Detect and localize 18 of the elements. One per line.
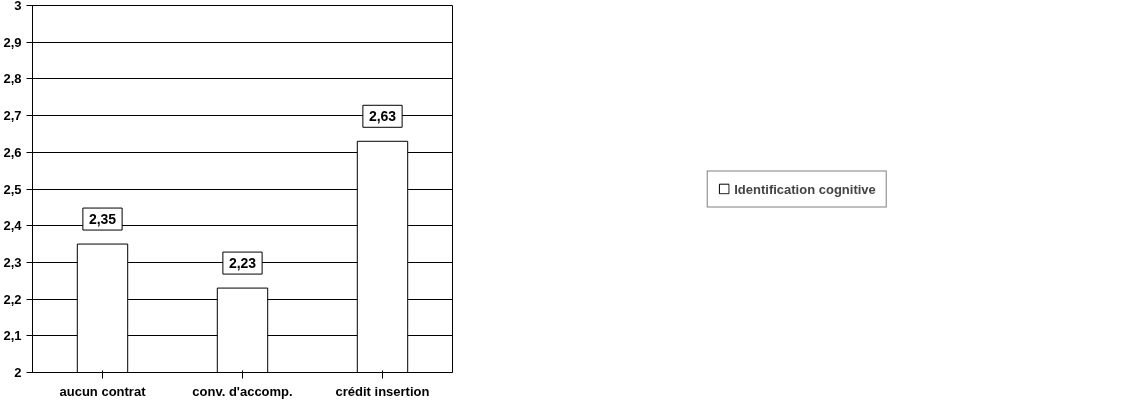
y-tick-label: 2,8 xyxy=(3,71,22,87)
y-tick-label: 2,5 xyxy=(3,181,22,197)
x-tick-label: aucun contrat xyxy=(59,383,147,399)
data-label: 2,23 xyxy=(228,255,257,272)
y-tick-label: 3 xyxy=(14,0,22,13)
data-label: 2,63 xyxy=(368,108,397,125)
y-tick-label: 2,1 xyxy=(3,328,22,344)
y-tick-label: 2 xyxy=(14,365,22,380)
y-tick-label: 2,7 xyxy=(3,108,22,124)
x-tick-label: crédit insertion xyxy=(335,383,430,399)
y-tick-label: 2,9 xyxy=(3,34,22,50)
x-tick-label: conv. d'accomp. xyxy=(192,383,293,399)
y-tick-label: 2,3 xyxy=(3,254,22,270)
legend-label: Identification cognitive xyxy=(734,181,876,196)
y-tick-label: 2,4 xyxy=(3,218,23,234)
y-tick-label: 2,6 xyxy=(3,144,22,160)
y-tick-label: 2,2 xyxy=(3,291,22,307)
data-label: 2,35 xyxy=(88,211,117,228)
